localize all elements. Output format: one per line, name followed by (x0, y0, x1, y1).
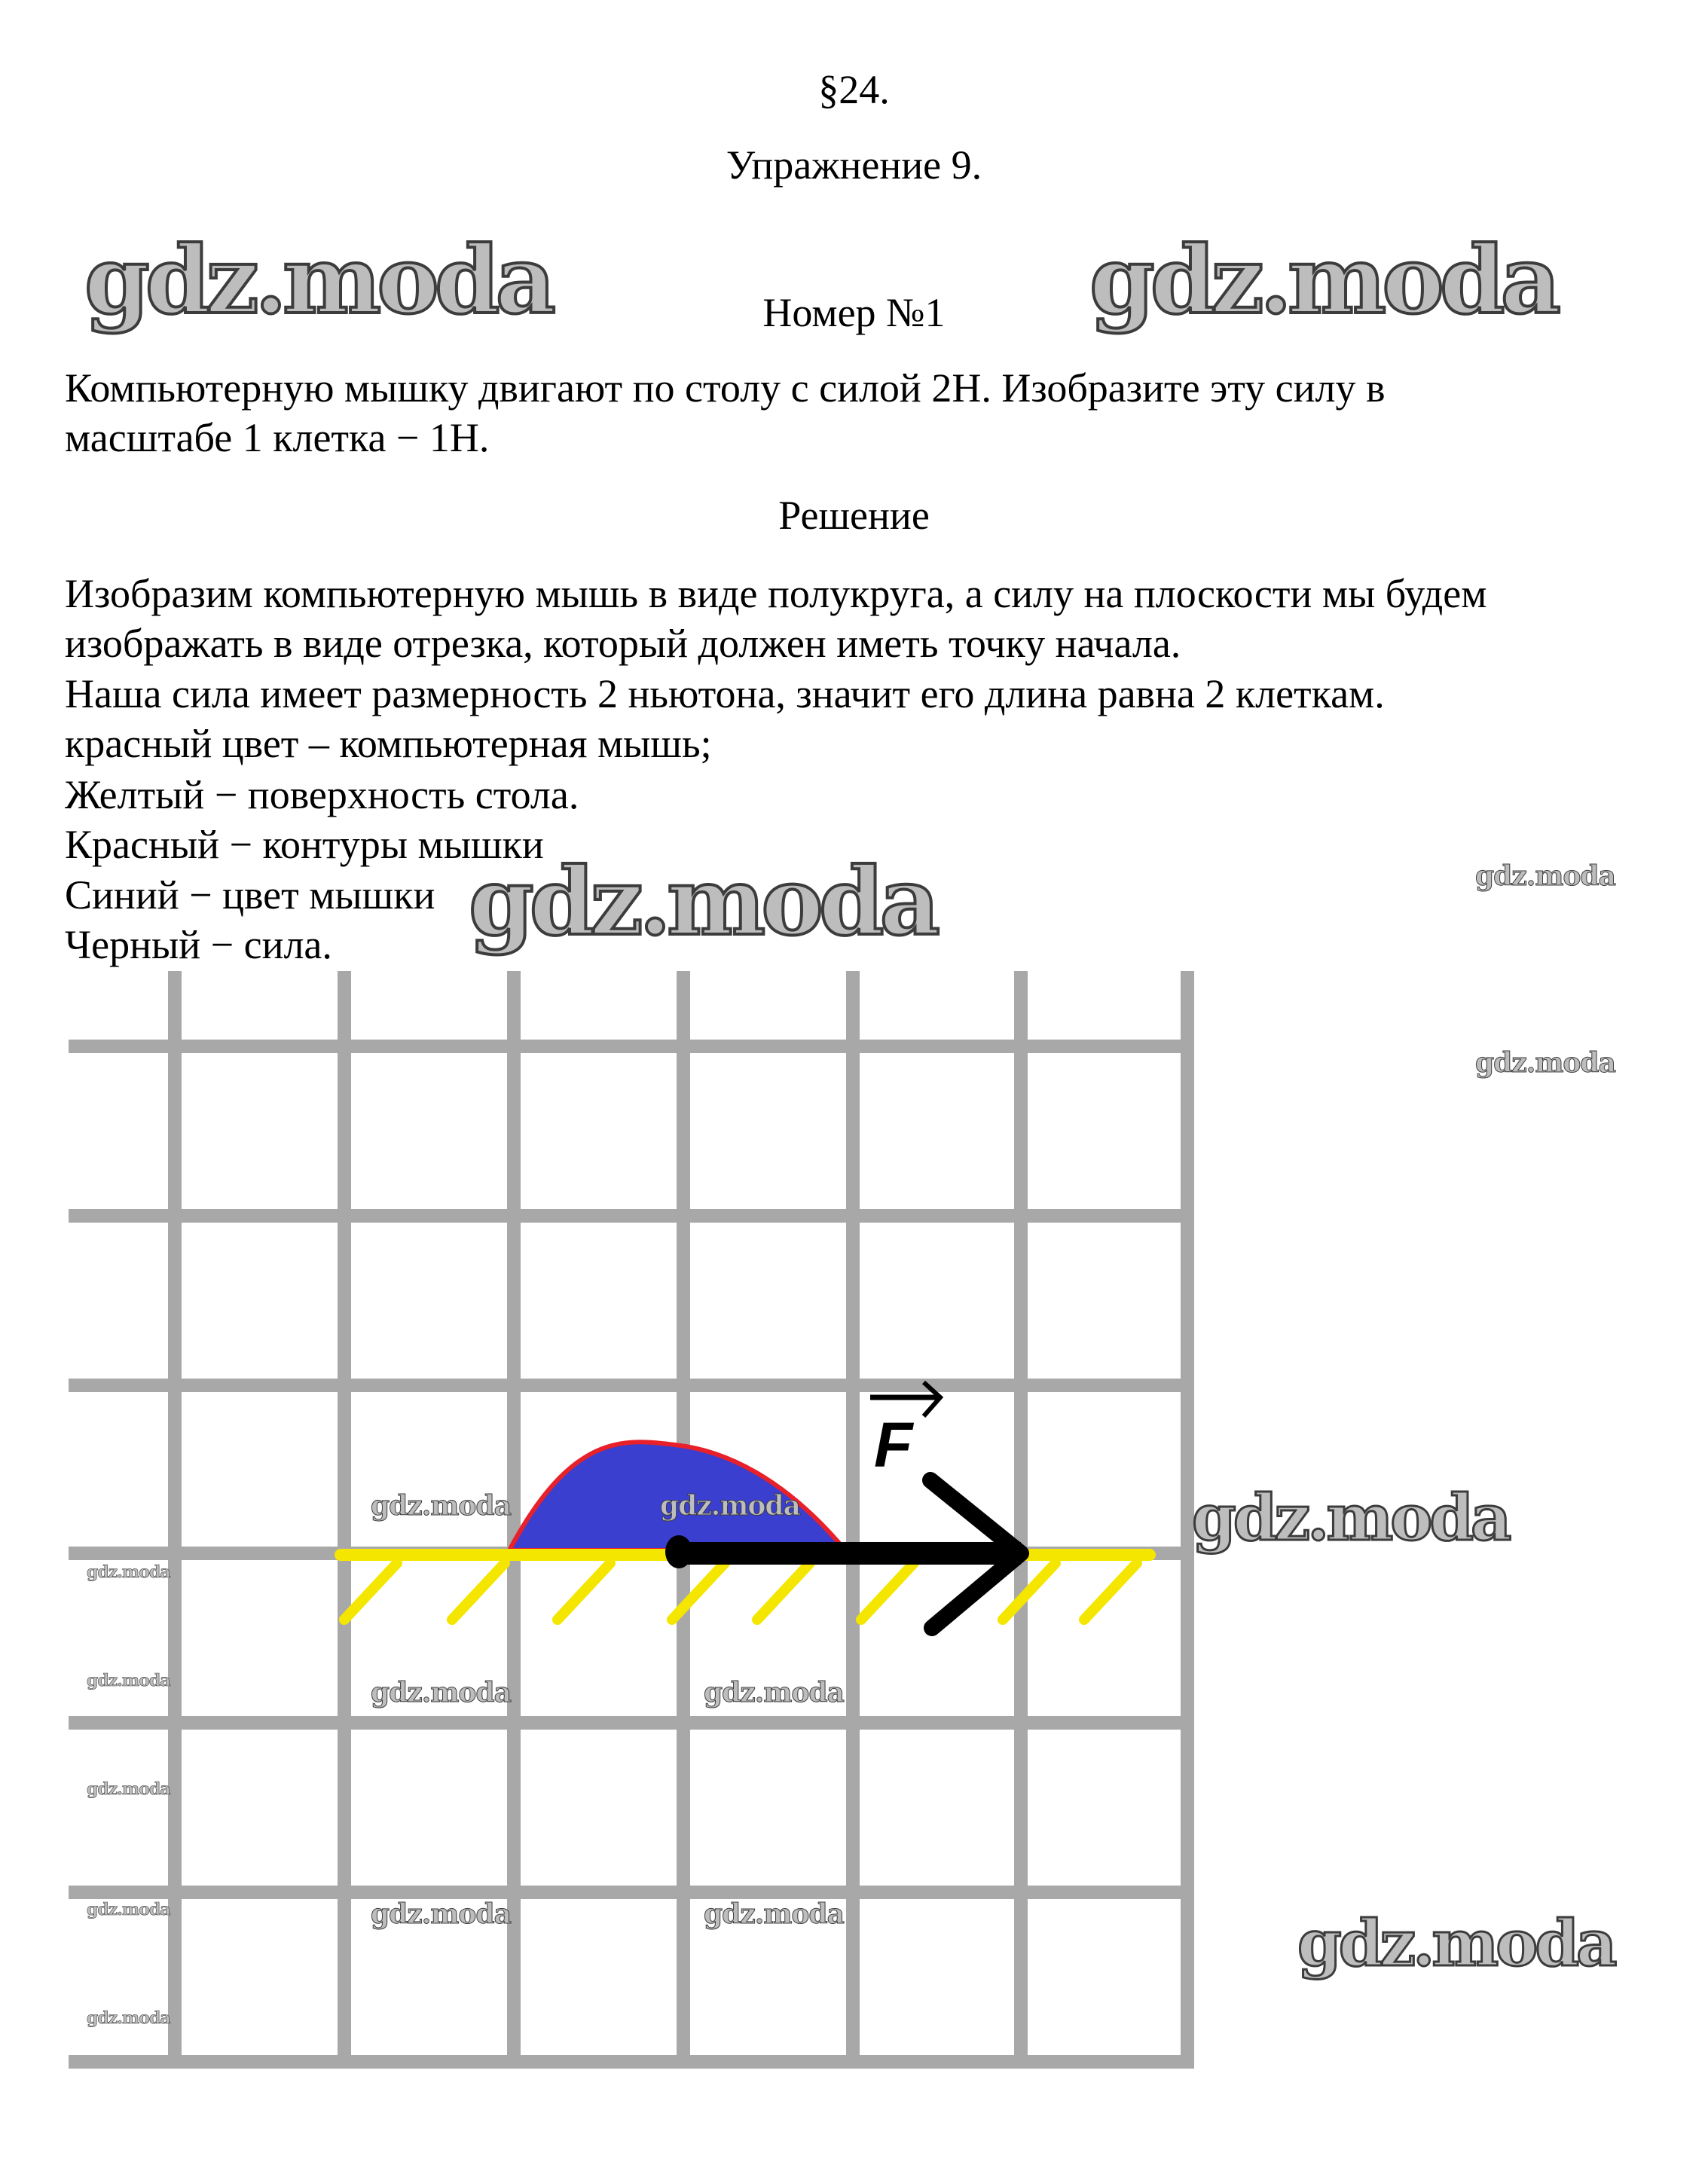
watermark-logo: gdz.moda (87, 1900, 171, 1920)
exercise-title: Упражнение 9. (726, 142, 982, 188)
surface-hatch (856, 1558, 919, 1625)
problem-line: масштабе 1 клетка − 1Н. (65, 415, 490, 460)
watermark-logo: gdz.moda (1190, 1480, 1512, 1556)
solution-line: Наша сила имеет размерность 2 ньютона, з… (65, 671, 1385, 716)
solution-line: красный цвет – компьютерная мышь; (65, 721, 712, 766)
surface-hatch (1079, 1558, 1142, 1625)
surface-hatch (667, 1558, 730, 1625)
watermark-logo: gdz.moda (87, 1562, 171, 1583)
force-arrowhead (922, 1472, 1029, 1636)
watermark-logo: gdz.moda (83, 224, 558, 337)
surface-hatch (752, 1558, 815, 1625)
surface-hatch (447, 1558, 510, 1625)
watermark-logo: gdz.moda (371, 1490, 512, 1522)
vector-arrow-tip (921, 1380, 944, 1418)
watermark-logo: gdz.moda (1088, 224, 1563, 337)
task-number: Номер №1 (762, 290, 946, 335)
solution-line: Желтый − поверхность стола. (65, 772, 579, 817)
watermark-logo: gdz.moda (1296, 1905, 1618, 1982)
surface-hatch (998, 1558, 1061, 1625)
solution-line: Изобразим компьютерную мышь в виде полук… (65, 571, 1487, 616)
watermark-logo: gdz.moda (87, 1779, 171, 1800)
watermark-logo: gdz.moda (87, 2008, 171, 2029)
watermark-logo: gdz.moda (1475, 860, 1617, 893)
watermark-logo: gdz.moda (1475, 1047, 1617, 1079)
watermark-logo: gdz.moda (87, 1671, 171, 1691)
mouse-shape (507, 1440, 848, 1553)
solution-line: Черный − сила. (65, 922, 332, 967)
solution-line: Красный − контуры мышки (65, 822, 544, 867)
watermark-logo: gdz.moda (704, 1677, 845, 1709)
force-origin-point (665, 1535, 692, 1568)
force-label: F (874, 1409, 913, 1480)
watermark-logo: gdz.moda (704, 1898, 845, 1931)
solution-line: изображать в виде отрезка, который долже… (65, 621, 1181, 666)
solution-line: Синий − цвет мышки (65, 872, 435, 918)
section-number: §24. (818, 67, 890, 112)
watermark-logo: gdz.moda (371, 1898, 512, 1931)
watermark-logo: gdz.moda (371, 1677, 512, 1709)
problem-line: Компьютерную мышку двигают по столу с си… (65, 365, 1386, 411)
surface-hatch (552, 1558, 616, 1625)
solution-heading: Решение (778, 493, 930, 538)
watermark-logo: gdz.moda (467, 846, 942, 958)
surface-hatch (339, 1558, 402, 1625)
watermark-logo: gdz.moda (660, 1490, 802, 1522)
